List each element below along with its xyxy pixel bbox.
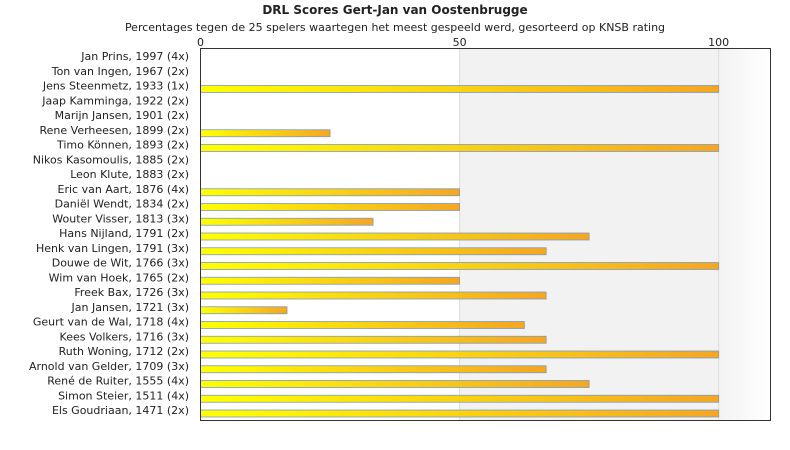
bar: [200, 306, 288, 315]
category-label: Kees Volkers, 1716 (3x): [60, 330, 189, 343]
bar: [200, 365, 547, 374]
category-label: Ruth Woning, 1712 (2x): [59, 345, 189, 358]
band-100-plus: [718, 48, 771, 421]
bar: [200, 203, 460, 211]
bar: [200, 335, 547, 344]
bar: [200, 276, 460, 285]
bar: [200, 409, 720, 418]
category-label: Marijn Jansen, 1901 (2x): [55, 109, 189, 122]
category-label: Simon Steier, 1511 (4x): [58, 389, 189, 402]
category-label: Freek Bax, 1726 (3x): [74, 286, 189, 299]
category-label: Eric van Aart, 1876 (4x): [58, 183, 189, 196]
bar: [200, 321, 525, 329]
category-label: Leon Klute, 1883 (2x): [70, 168, 189, 181]
category-label: Wim van Hoek, 1765 (2x): [49, 271, 189, 284]
category-label: Douwe de Wit, 1766 (3x): [52, 257, 189, 270]
bar: [200, 144, 720, 152]
bar: [200, 394, 720, 403]
x-tick-label: 50: [453, 36, 467, 49]
category-label: Ton van Ingen, 1967 (2x): [51, 65, 189, 78]
plot-frame: [200, 48, 771, 421]
category-label: Jan Jansen, 1721 (3x): [71, 301, 189, 314]
bar: [200, 350, 720, 359]
x-tick-label: 100: [708, 36, 729, 49]
category-label: Jaap Kamminga, 1922 (2x): [41, 94, 189, 107]
category-label: Wouter Visser, 1813 (3x): [52, 212, 189, 225]
bar: [200, 217, 374, 226]
x-tick-labels: 0 50 100: [197, 36, 729, 49]
chart-title: DRL Scores Gert-Jan van Oostenbrugge: [262, 3, 527, 17]
bars: [200, 85, 720, 418]
category-label: Arnold van Gelder, 1709 (3x): [29, 360, 189, 373]
bar: [200, 232, 590, 241]
category-label: Nikos Kasomoulis, 1885 (2x): [33, 153, 189, 166]
bar: [200, 380, 590, 388]
category-label: René de Ruiter, 1555 (4x): [47, 375, 189, 388]
bar: [200, 129, 331, 138]
x-tick-label: 0: [197, 36, 204, 49]
category-labels: Jan Prins, 1997 (4x) Ton van Ingen, 1967 …: [29, 50, 189, 417]
category-label: Els Goudriaan, 1471 (2x): [52, 404, 189, 417]
bar: [200, 291, 547, 300]
bar: [200, 262, 720, 270]
category-label: Jens Steenmetz, 1933 (1x): [42, 80, 189, 93]
category-label: Daniël Wendt, 1834 (2x): [55, 198, 189, 211]
bar: [200, 188, 460, 197]
category-label: Timo Können, 1893 (2x): [56, 139, 189, 152]
category-label: Rene Verheesen, 1899 (2x): [40, 124, 189, 137]
category-label: Jan Prins, 1997 (4x): [80, 50, 189, 63]
chart-subtitle: Percentages tegen de 25 spelers waartege…: [125, 21, 665, 34]
category-label: Henk van Lingen, 1791 (3x): [36, 242, 189, 255]
bar: [200, 247, 547, 256]
bar: [200, 85, 720, 93]
category-label: Geurt van de Wal, 1718 (4x): [33, 316, 189, 329]
category-label: Hans Nijland, 1791 (2x): [59, 227, 189, 240]
